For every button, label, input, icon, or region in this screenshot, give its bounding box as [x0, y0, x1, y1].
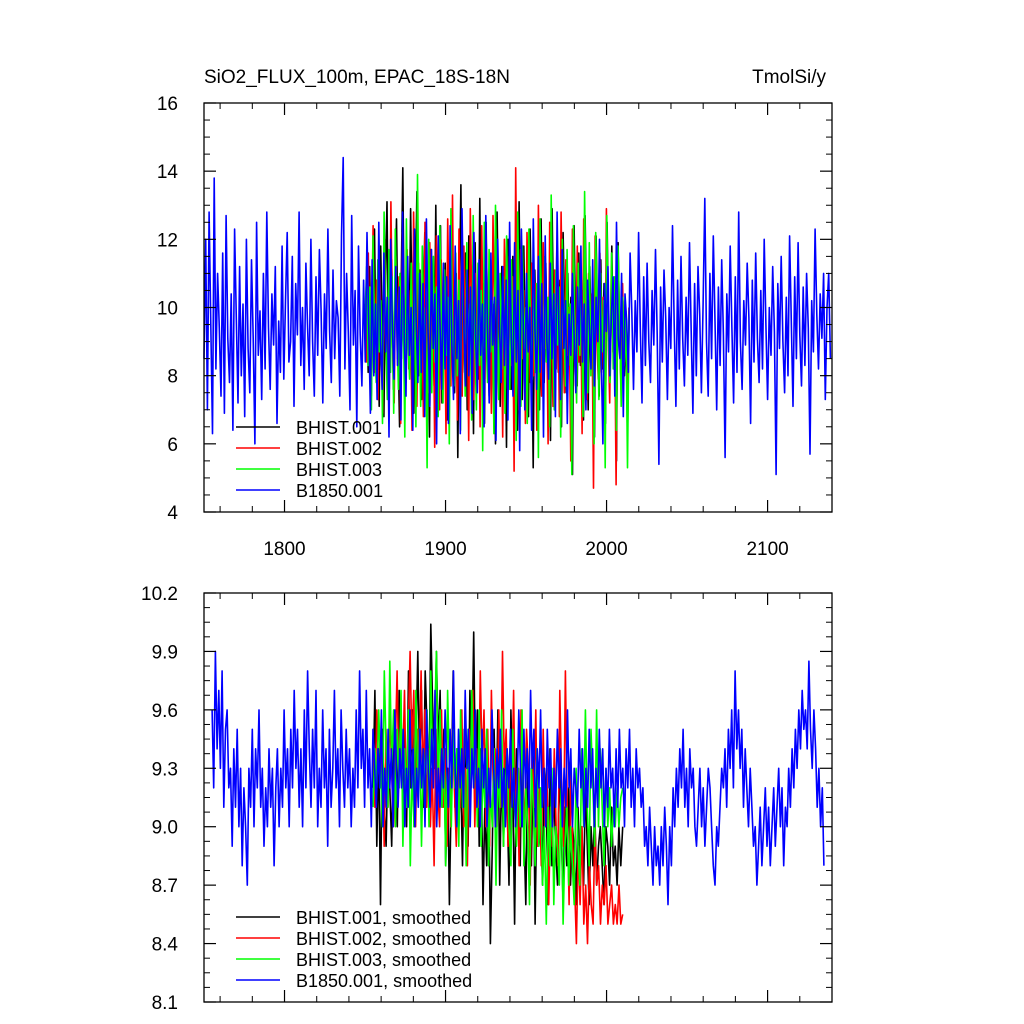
x-tick-label: 1900: [424, 539, 466, 560]
top-axes: 4 6 8 10 12 14 16 1800 1900 2000 2100: [157, 94, 833, 560]
legend-label-bhist-001: BHIST.001: [296, 418, 382, 438]
y-tick-label: 6: [167, 435, 178, 456]
y-tick-label: 8.1: [152, 993, 178, 1014]
y-tick-label: 4: [167, 503, 178, 524]
legend-label-bhist-001-smoothed: BHIST.001, smoothed: [296, 908, 471, 928]
legend-label-b1850-001-smoothed: B1850.001, smoothed: [296, 971, 472, 991]
legend-label-bhist-002-smoothed: BHIST.002, smoothed: [296, 929, 471, 949]
y-tick-label: 14: [157, 162, 179, 183]
y-tick-label: 9.9: [152, 642, 178, 663]
y-tick-label: 10.2: [141, 584, 178, 605]
series-line-b1850-001: [203, 156, 832, 476]
legend-label-bhist-003: BHIST.003: [296, 460, 382, 480]
top-series-layer: [203, 156, 832, 489]
y-tick-label: 10: [157, 299, 178, 320]
y-tick-label: 9.0: [152, 818, 178, 839]
chart-units-label: TmolSi/y: [752, 67, 826, 88]
bottom-panel-smoothed-series: 8.1 8.4 8.7 9.0 9.3 9.6 9.9 10.2 BHIST.001, smo…: [141, 584, 833, 1014]
y-tick-label: 8: [167, 367, 178, 388]
legend-label-bhist-002: BHIST.002: [296, 439, 382, 459]
bottom-series-layer: [211, 623, 825, 945]
bottom-axes: 8.1 8.4 8.7 9.0 9.3 9.6 9.9 10.2: [141, 584, 833, 1014]
legend-label-bhist-003-smoothed: BHIST.003, smoothed: [296, 950, 471, 970]
y-tick-label: 8.4: [152, 935, 179, 956]
x-tick-label: 1800: [263, 539, 305, 560]
y-tick-label: 8.7: [152, 876, 178, 897]
legend-label-b1850-001: B1850.001: [296, 481, 383, 501]
chart-title-left: SiO2_FLUX_100m, EPAC_18S-18N: [204, 67, 510, 88]
y-tick-label: 16: [157, 94, 178, 115]
y-tick-label: 12: [157, 230, 178, 251]
series-line-b1850-001-smoothed: [211, 650, 825, 906]
x-tick-label: 2100: [746, 539, 788, 560]
y-tick-label: 9.3: [152, 759, 178, 780]
y-tick-label: 9.6: [152, 701, 178, 722]
x-tick-label: 2000: [585, 539, 627, 560]
